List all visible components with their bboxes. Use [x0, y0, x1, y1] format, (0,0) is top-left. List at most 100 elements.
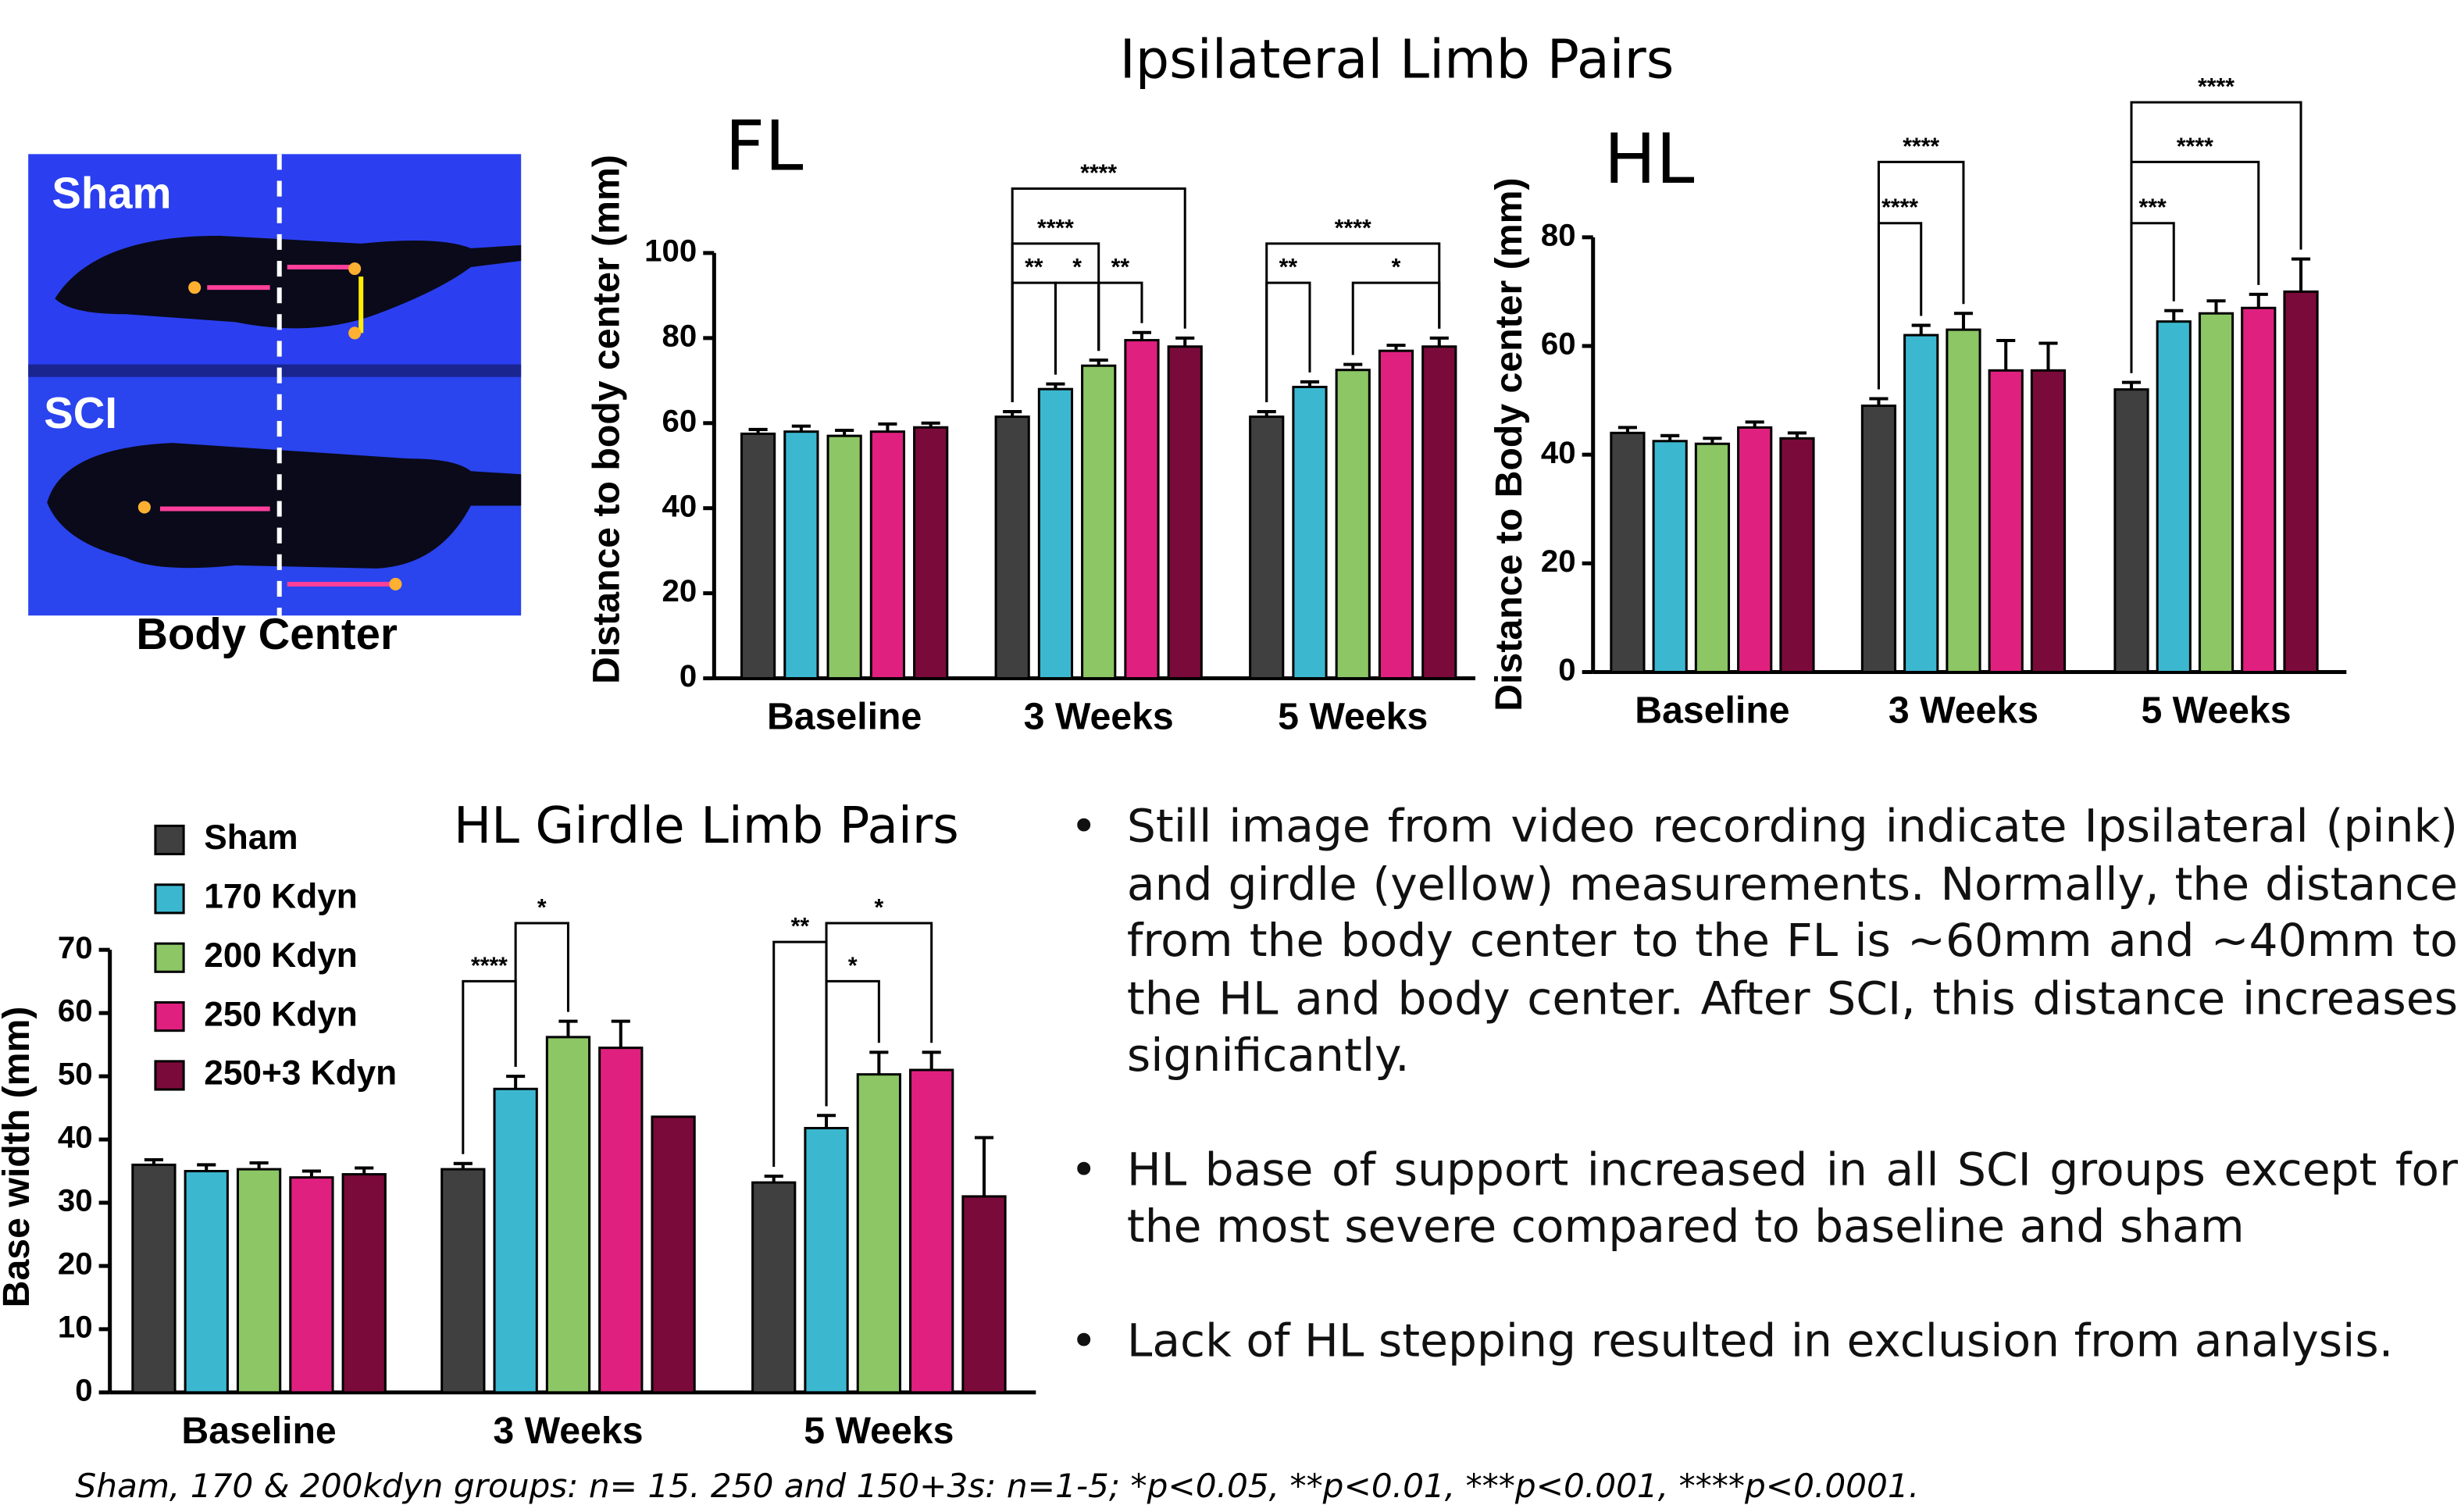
sig-label: * [1392, 255, 1401, 280]
sig-label: ** [1279, 255, 1298, 280]
chart-title: HL [1604, 119, 1695, 199]
bar [805, 1128, 847, 1392]
y-tick-label: 80 [1541, 217, 1576, 252]
y-tick-label: 50 [58, 1057, 93, 1092]
sig-label: ** [1025, 255, 1043, 280]
header-title: Ipsilateral Limb Pairs [1120, 29, 1675, 91]
bar [1082, 366, 1115, 678]
sig-label: **** [1080, 160, 1117, 186]
y-tick-label: 0 [75, 1372, 92, 1407]
page: {"header":{"title":"Ipsilateral Limb Pai… [0, 0, 2461, 1512]
sig-label: ** [791, 914, 810, 940]
bar [911, 1070, 953, 1393]
legend-swatch [155, 943, 184, 972]
bar [1293, 387, 1326, 678]
chart-title: FL [725, 106, 803, 187]
legend-label: 250+3 Kdyn [204, 1054, 397, 1093]
y-axis-label: Base width (mm) [0, 1007, 37, 1308]
bar [237, 1169, 280, 1393]
legend-swatch [155, 826, 184, 854]
bar [1250, 417, 1283, 679]
y-tick-label: 100 [644, 234, 697, 269]
sig-label: **** [1037, 216, 1074, 241]
y-tick-label: 40 [58, 1120, 93, 1155]
y-tick-label: 0 [679, 658, 697, 694]
bar [442, 1169, 484, 1393]
y-tick-label: 40 [1541, 435, 1576, 470]
bar [185, 1171, 227, 1393]
bar [963, 1196, 1005, 1393]
sig-label: * [1072, 255, 1082, 280]
legend-label: 200 Kdyn [204, 936, 358, 975]
bar [1905, 335, 1938, 672]
bar [1168, 347, 1201, 679]
x-tick-label: Baseline [181, 1410, 336, 1452]
legend-swatch [155, 1061, 184, 1089]
y-tick-label: 20 [1541, 544, 1576, 579]
photo: Sham SCI Body Center [28, 154, 521, 658]
y-tick-label: 30 [58, 1183, 93, 1218]
y-tick-label: 10 [58, 1310, 93, 1345]
y-tick-label: 0 [1558, 652, 1575, 687]
bar [1781, 438, 1814, 672]
bar [600, 1048, 642, 1393]
sig-label: **** [471, 953, 508, 979]
legend-label: 250 Kdyn [204, 995, 358, 1033]
bar [2115, 390, 2148, 672]
y-tick-label: 70 [58, 930, 93, 965]
bar [742, 433, 775, 678]
sig-label: **** [1881, 195, 1918, 221]
bar [547, 1037, 589, 1393]
bar [753, 1182, 795, 1393]
y-tick-label: 60 [662, 403, 697, 438]
bar [858, 1075, 900, 1393]
bar [2157, 322, 2190, 672]
bar [2199, 313, 2232, 672]
bar [2284, 291, 2317, 672]
bullets-box: Still image from video recording indicat… [1068, 797, 2458, 1441]
footnote: Sham, 170 & 200kdyn groups: n= 15. 250 a… [75, 1467, 1919, 1505]
x-tick-label: 5 Weeks [2141, 689, 2291, 731]
y-axis-label: Distance to Body center (mm) [1488, 177, 1530, 711]
bar [343, 1175, 385, 1393]
bar [494, 1089, 537, 1393]
bar [1989, 370, 2022, 672]
photo-caption: Body Center [136, 609, 398, 658]
bar [291, 1178, 333, 1393]
bar [1947, 330, 1980, 672]
bar [2031, 370, 2064, 672]
x-tick-label: Baseline [767, 696, 922, 738]
y-tick-label: 20 [662, 573, 697, 608]
bar [785, 432, 818, 679]
sig-label: **** [1903, 134, 1939, 159]
y-tick-label: 60 [1541, 326, 1576, 362]
x-tick-label: 5 Weeks [1278, 696, 1428, 738]
sig-label: ** [1111, 255, 1130, 280]
bar [1696, 444, 1728, 672]
bullets: Still image from video recording indicat… [1068, 797, 2458, 1368]
sig-label: *** [2139, 195, 2167, 221]
sig-label: * [537, 895, 547, 921]
legend-swatch [155, 885, 184, 913]
bar [1611, 433, 1644, 672]
photo-edge [28, 365, 521, 377]
x-tick-label: 3 Weeks [493, 1410, 643, 1452]
sig-label: **** [2198, 74, 2235, 100]
bar [1125, 341, 1158, 679]
sig-label: * [874, 895, 883, 921]
x-tick-label: 3 Weeks [1889, 689, 2038, 731]
bar [1336, 370, 1369, 679]
bar [1379, 351, 1412, 678]
legend-label: Sham [204, 818, 298, 857]
photo-label: SCI [44, 388, 117, 437]
bar [828, 436, 861, 678]
sig-label: * [848, 953, 858, 979]
x-tick-label: Baseline [1635, 689, 1789, 731]
legend-label: 170 Kdyn [204, 878, 358, 916]
legend-swatch [155, 1003, 184, 1031]
x-tick-label: 5 Weeks [804, 1410, 954, 1452]
chart-title: HL Girdle Limb Pairs [454, 797, 959, 855]
y-tick-label: 40 [662, 488, 697, 523]
bar [1739, 427, 1771, 672]
bullet: Lack of HL stepping resulted in exclusio… [1068, 1311, 2458, 1368]
